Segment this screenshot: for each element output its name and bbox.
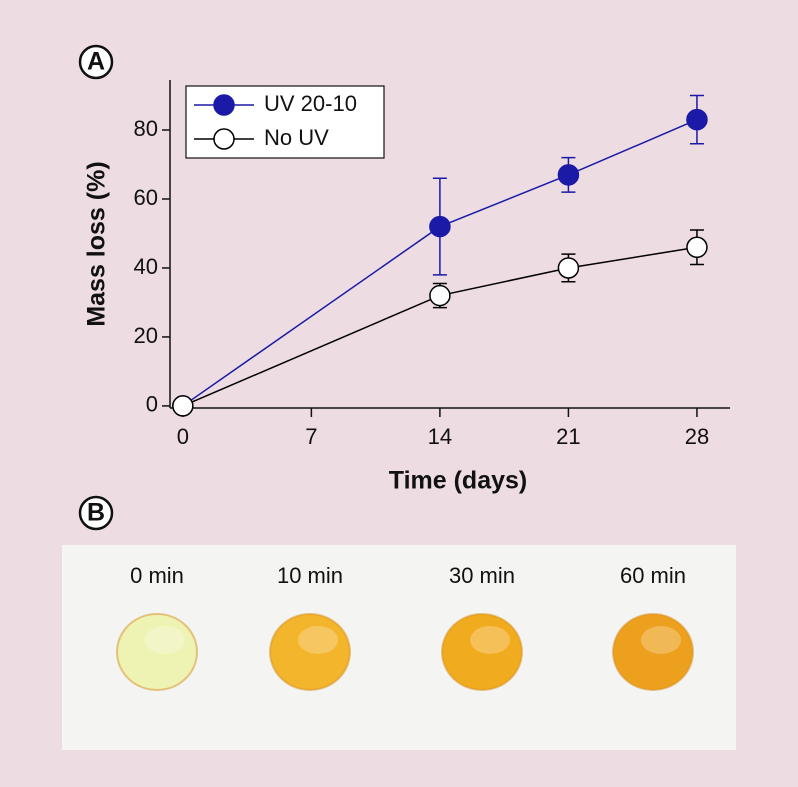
y-axis-title: Mass loss (%) [83,161,111,326]
legend-marker [213,128,235,150]
photo-highlight [298,626,338,654]
legend-marker [213,94,235,116]
photo-label: 10 min [277,563,343,588]
marker [429,215,451,238]
x-tick-label: 21 [556,424,580,449]
photo-highlight [641,626,681,654]
series-line [182,246,698,407]
y-tick-label: 20 [134,323,158,348]
marker [172,395,194,417]
series-line [182,118,698,407]
photo-sample [612,613,694,691]
marker [686,236,708,259]
panel-badge [78,495,114,531]
legend-label: UV 20-10 [264,91,357,116]
x-tick-label: 28 [685,424,709,449]
marker [686,108,708,131]
y-tick-label: 60 [134,185,158,210]
marker [429,284,451,307]
marker [557,257,580,279]
photo-highlight [145,626,185,654]
panel-label: A [87,48,105,76]
x-tick-label: 0 [177,424,189,449]
photo-label: 60 min [620,563,686,588]
photo-highlight [470,626,510,654]
y-tick-label: 40 [134,254,158,279]
y-tick-label: 80 [134,116,158,141]
photo-sample [441,613,523,691]
legend-label: No UV [264,125,329,150]
x-tick-label: 7 [305,424,317,449]
photo-sample [269,613,351,691]
photo-label: 0 min [130,563,184,588]
x-axis-title: Time (days) [389,467,527,495]
panel-label: B [87,499,105,527]
y-tick-label: 0 [146,392,158,417]
marker [557,164,580,186]
panel-badge [78,44,114,80]
photo-label: 30 min [449,563,515,588]
x-tick-label: 14 [428,424,452,449]
photo-sample [116,613,198,691]
